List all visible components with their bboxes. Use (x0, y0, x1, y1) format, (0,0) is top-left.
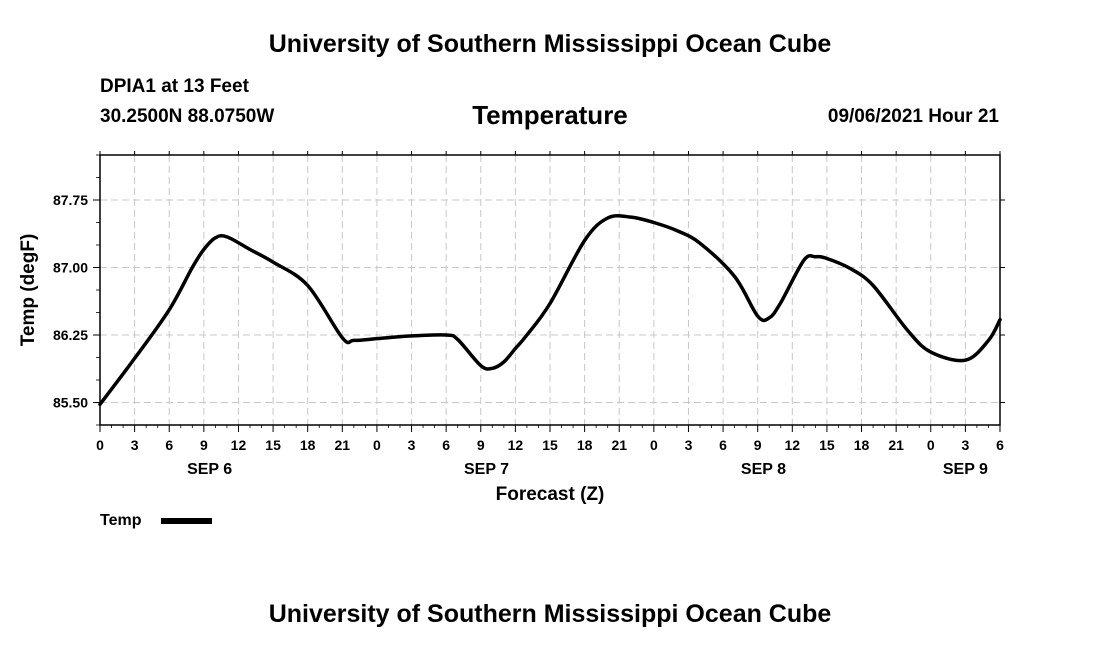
x-tick-label: 0 (650, 437, 658, 453)
temp-series-line (98, 214, 1002, 407)
y-tick-label: 87.00 (53, 260, 88, 276)
station-label: DPIA1 at 13 Feet (100, 76, 249, 97)
x-tick-label: 6 (442, 437, 450, 453)
datetime-label: 09/06/2021 Hour 21 (827, 106, 999, 127)
x-tick-label: 15 (819, 437, 835, 453)
main-title: University of Southern Mississippi Ocean… (268, 30, 832, 58)
coordinates-label: 30.2500N 88.0750W (100, 106, 275, 127)
x-tick-label: 21 (888, 437, 904, 453)
x-tick-label: 3 (131, 437, 139, 453)
x-axis-title: Forecast (Z) (496, 484, 605, 505)
x-tick-label: 12 (231, 437, 247, 453)
x-tick-label: 3 (961, 437, 969, 453)
x-tick-label: 6 (996, 437, 1004, 453)
y-tick-label: 87.75 (53, 192, 88, 208)
x-tick-label: 6 (165, 437, 173, 453)
y-tick-label: 86.25 (53, 327, 88, 343)
grid (100, 155, 1000, 425)
x-tick-label: 9 (754, 437, 762, 453)
footer-title: University of Southern Mississippi Ocean… (268, 600, 832, 628)
x-tick-label: 12 (508, 437, 524, 453)
x-tick-label: 18 (577, 437, 593, 453)
date-label: SEP 7 (464, 461, 509, 478)
axis-ticks (93, 151, 1005, 432)
x-tick-label: 0 (927, 437, 935, 453)
date-label: SEP 9 (943, 461, 988, 478)
x-tick-label: 0 (373, 437, 381, 453)
x-tick-label: 3 (408, 437, 416, 453)
y-tick-label: 85.50 (53, 395, 88, 411)
axis-labels: 0 3 6 9 12 15 18 21 0 3 6 9 12 15 18 21 0 3 6 9 12 15 18 21 0 3 6 8… (53, 192, 1004, 478)
date-label: SEP 6 (187, 461, 232, 478)
y-axis-title: Temp (degF) (18, 234, 39, 347)
variable-title: Temperature (472, 100, 628, 130)
x-tick-label: 15 (542, 437, 558, 453)
x-tick-label: 9 (200, 437, 208, 453)
date-label: SEP 8 (741, 461, 786, 478)
x-tick-label: 21 (335, 437, 351, 453)
x-tick-label: 0 (96, 437, 104, 453)
x-tick-label: 18 (854, 437, 870, 453)
x-tick-label: 18 (300, 437, 316, 453)
x-tick-label: 21 (611, 437, 627, 453)
legend: Temp (100, 512, 212, 529)
series-layer (98, 214, 1002, 407)
legend-label: Temp (100, 512, 142, 529)
x-tick-label: 12 (785, 437, 801, 453)
x-tick-label: 15 (265, 437, 281, 453)
x-tick-label: 9 (477, 437, 485, 453)
x-tick-label: 6 (719, 437, 727, 453)
x-tick-label: 3 (685, 437, 693, 453)
